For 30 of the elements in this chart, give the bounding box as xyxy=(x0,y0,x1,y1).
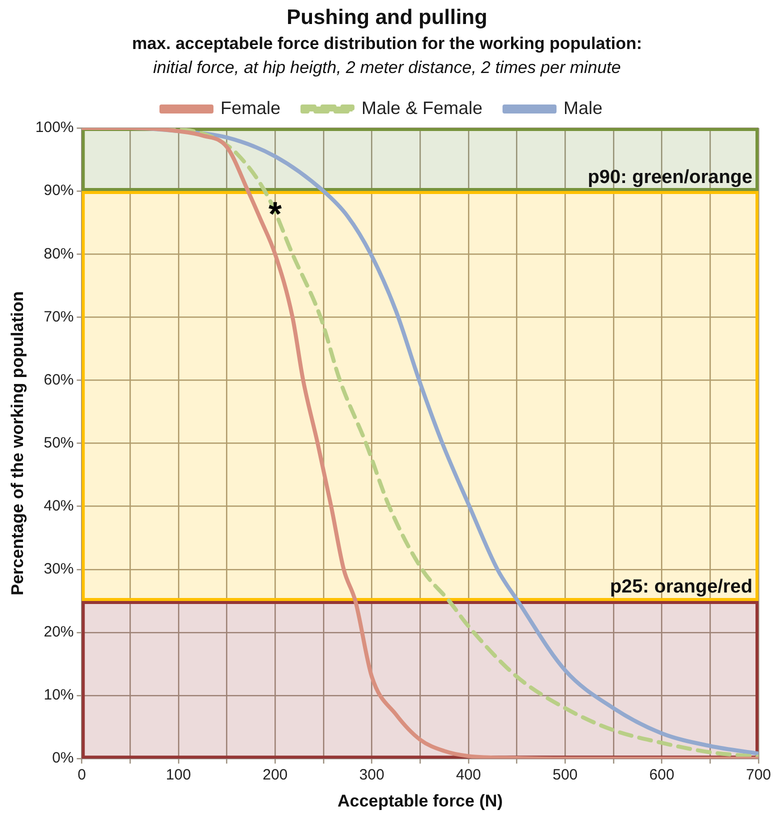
x-tick-label: 700 xyxy=(746,766,771,784)
y-tick-label: 70% xyxy=(44,308,74,326)
y-tick-label: 60% xyxy=(44,371,74,388)
x-tick-label: 100 xyxy=(166,766,191,784)
chart-title: Pushing and pulling xyxy=(286,6,488,30)
legend-label: Male xyxy=(564,98,603,118)
x-axis-title: Acceptable force (N) xyxy=(337,791,503,810)
legend-label: Female xyxy=(220,98,280,118)
x-tick-label: 0 xyxy=(78,766,86,784)
y-tick-label: 100% xyxy=(35,119,74,136)
legend-label: Male & Female xyxy=(361,98,483,118)
x-tick-label: 500 xyxy=(552,766,578,784)
band-label: p25: orange/red xyxy=(610,576,752,598)
y-tick-label: 30% xyxy=(44,560,74,578)
y-tick-label: 0% xyxy=(52,750,74,767)
y-tick-label: 80% xyxy=(44,245,74,262)
chart-subtitle: max. acceptabele force distribution for the working population: xyxy=(130,34,644,54)
x-tick-label: 400 xyxy=(456,766,481,784)
x-tick-label: 200 xyxy=(262,766,288,784)
text: initial force, at hip heigth, 2 meter distance, 2 times per minute xyxy=(152,58,622,78)
x-tick-label: 300 xyxy=(359,766,384,784)
annotation: * xyxy=(268,195,282,234)
y-tick-label: 50% xyxy=(44,434,74,452)
band-label: p90: green/orange xyxy=(588,166,752,188)
y-axis-title: Percentage of the working population xyxy=(8,291,27,596)
x-tick-label: 600 xyxy=(649,766,674,784)
y-tick-label: 40% xyxy=(44,498,74,514)
y-tick-label: 20% xyxy=(44,624,74,641)
y-tick-label: 10% xyxy=(44,686,74,704)
y-tick-label: 90% xyxy=(44,182,74,200)
